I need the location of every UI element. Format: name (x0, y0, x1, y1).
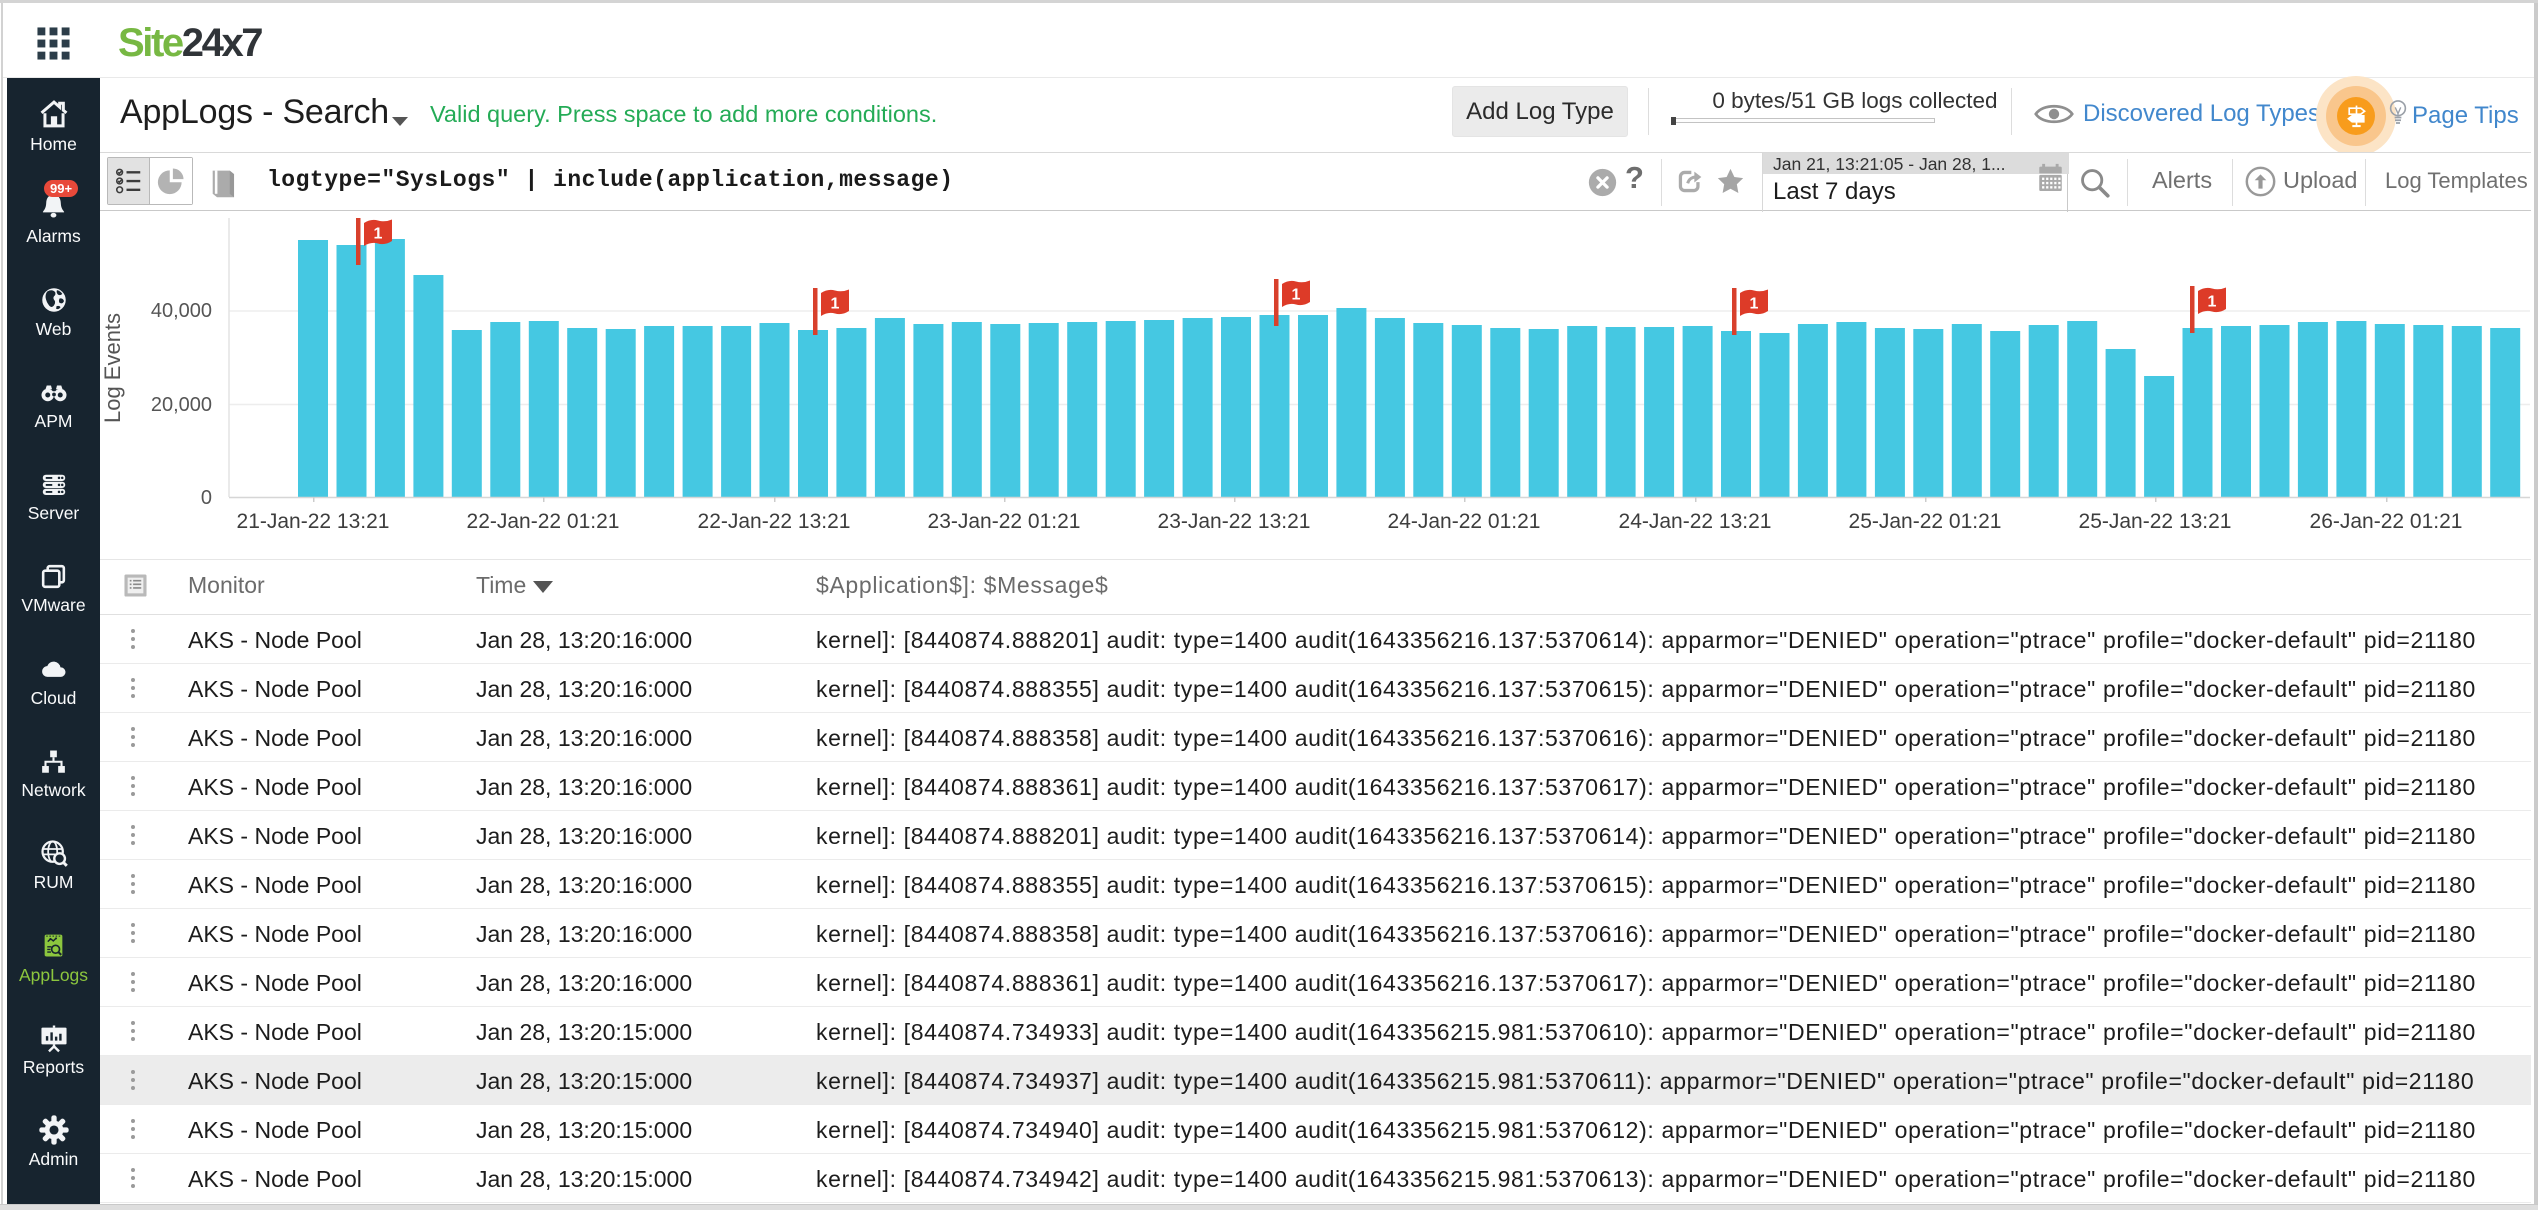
svg-text:22-Jan-22 13:21: 22-Jan-22 13:21 (698, 510, 851, 533)
svg-text:1: 1 (2208, 294, 2217, 311)
svg-text:20,000: 20,000 (151, 394, 212, 416)
svg-text:25-Jan-22 13:21: 25-Jan-22 13:21 (2079, 510, 2232, 533)
svg-text:1: 1 (1292, 287, 1301, 304)
svg-text:23-Jan-22 13:21: 23-Jan-22 13:21 (1158, 510, 1311, 533)
svg-text:1: 1 (374, 226, 383, 243)
svg-text:0: 0 (201, 487, 212, 509)
svg-text:23-Jan-22 01:21: 23-Jan-22 01:21 (928, 510, 1081, 533)
svg-text:1: 1 (1750, 296, 1759, 313)
svg-text:40,000: 40,000 (151, 300, 212, 322)
svg-text:22-Jan-22 01:21: 22-Jan-22 01:21 (467, 510, 620, 533)
svg-text:25-Jan-22 01:21: 25-Jan-22 01:21 (1849, 510, 2002, 533)
svg-text:26-Jan-22 01:21: 26-Jan-22 01:21 (2310, 510, 2463, 533)
svg-text:24-Jan-22 01:21: 24-Jan-22 01:21 (1388, 510, 1541, 533)
svg-text:Log Events: Log Events (100, 313, 125, 423)
svg-text:21-Jan-22 13:21: 21-Jan-22 13:21 (237, 510, 390, 533)
svg-text:1: 1 (831, 296, 840, 313)
svg-text:24-Jan-22 13:21: 24-Jan-22 13:21 (1619, 510, 1772, 533)
